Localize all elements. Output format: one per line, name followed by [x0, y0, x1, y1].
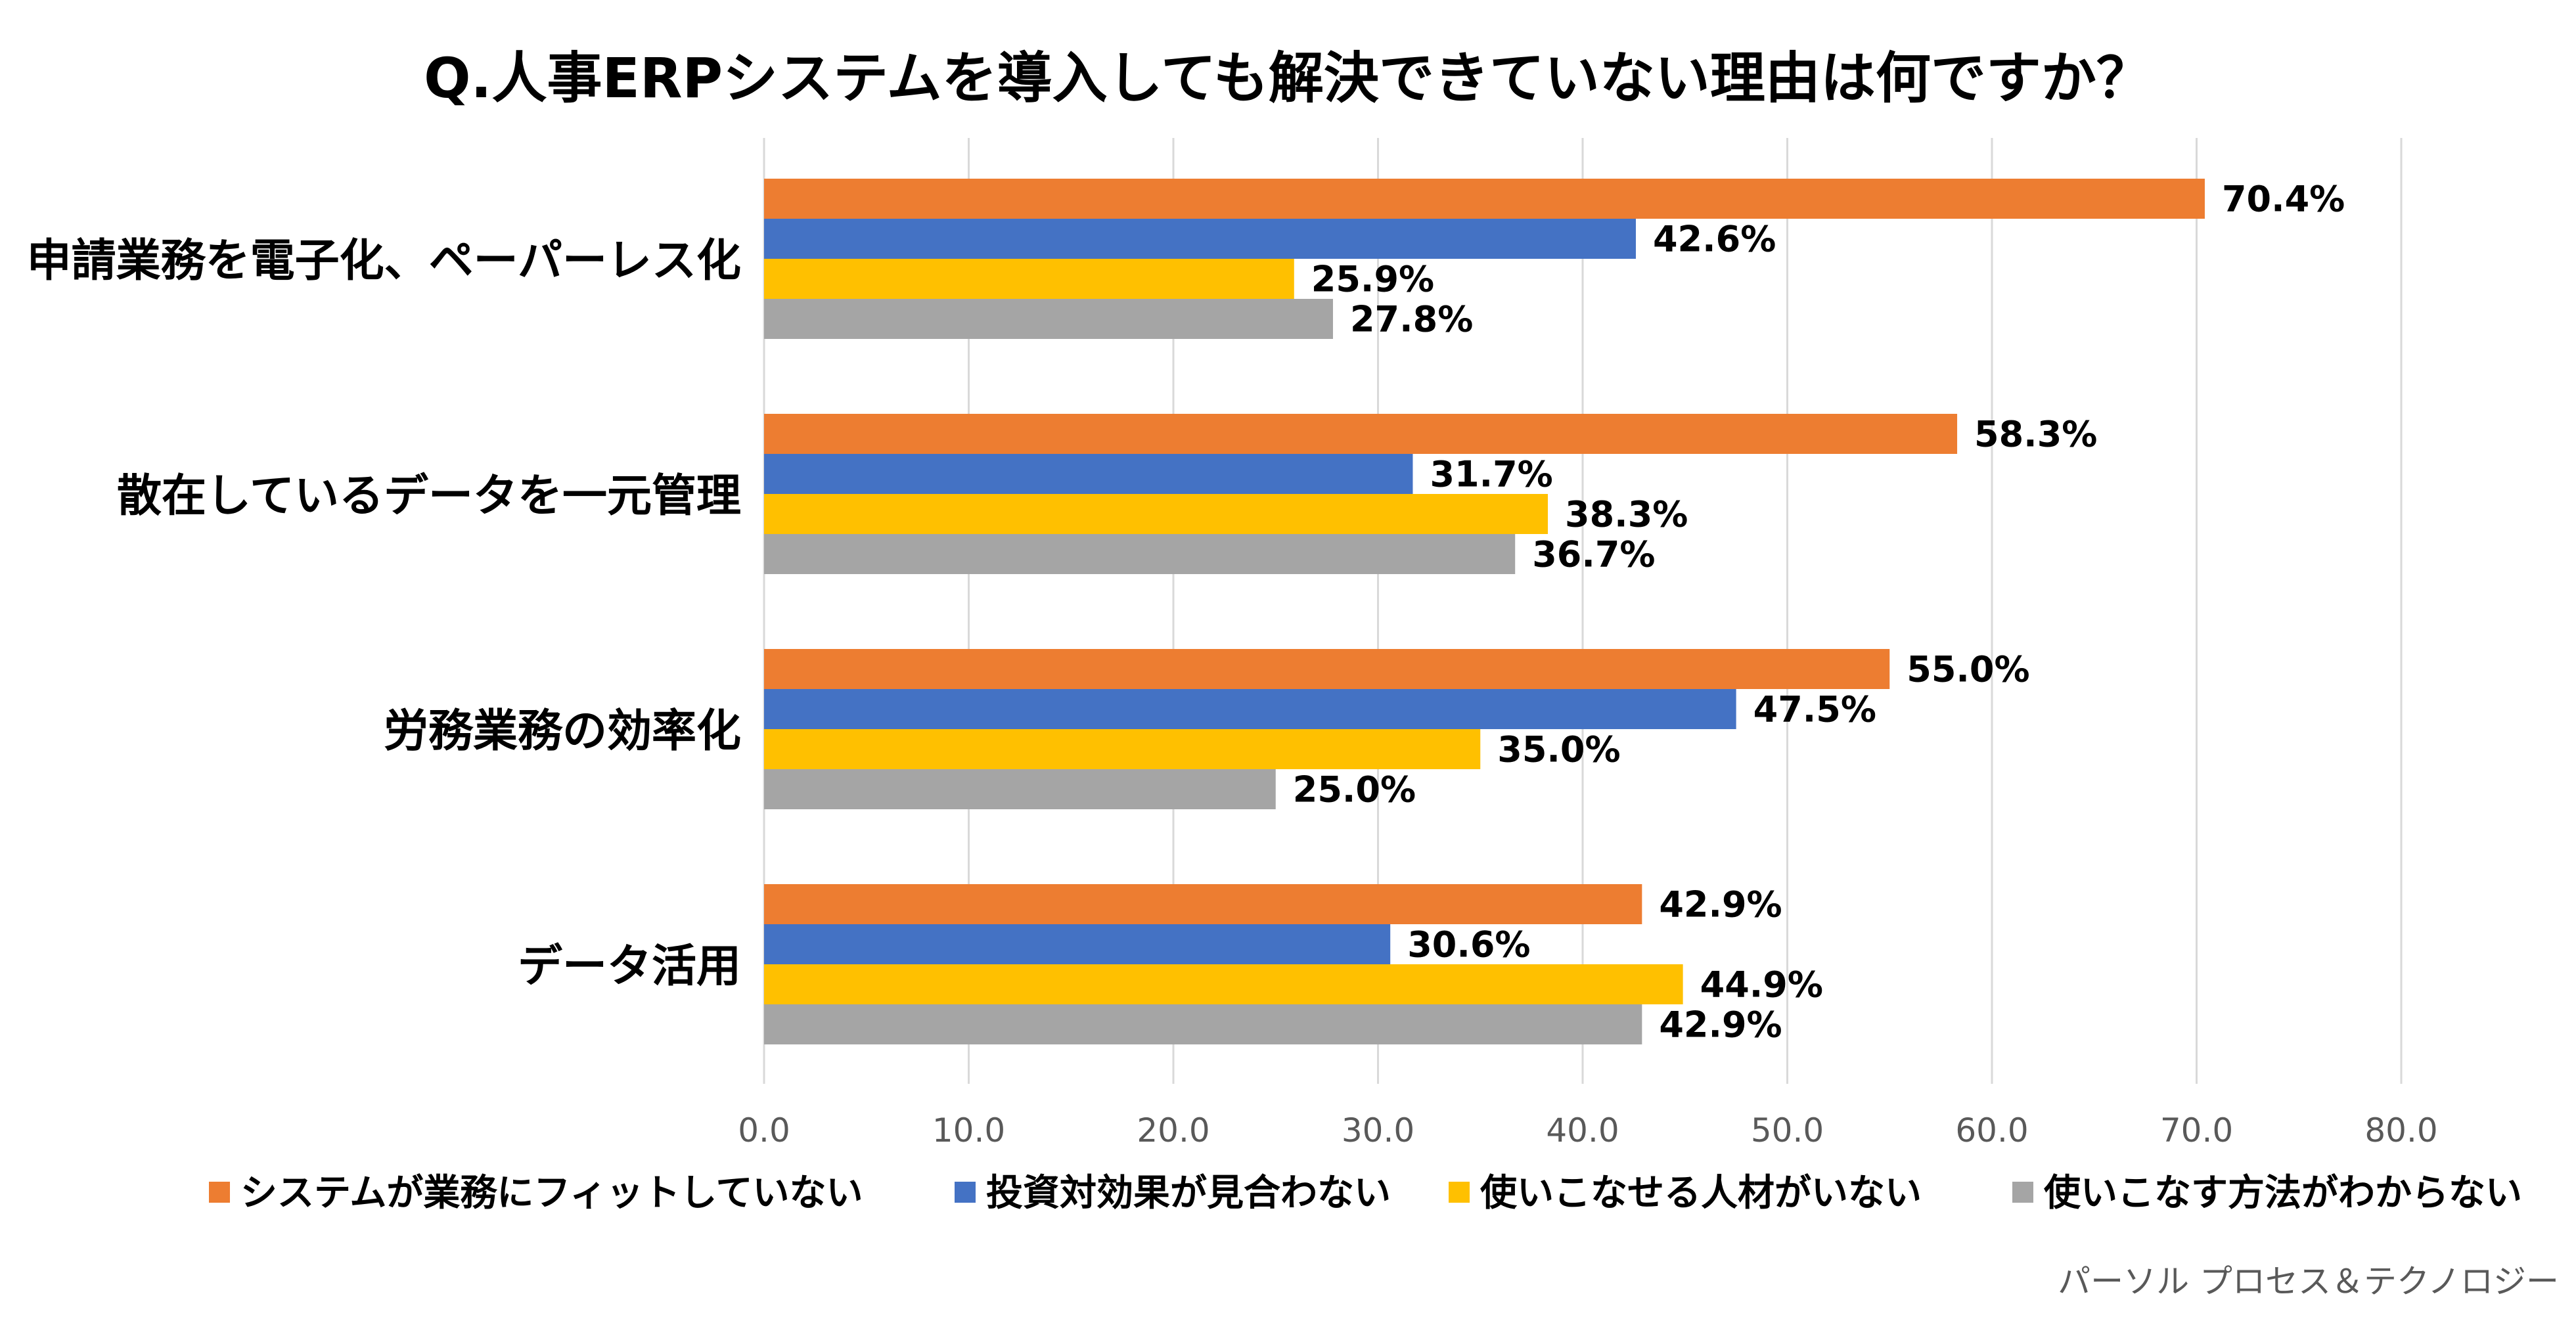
- data-label: 25.0%: [1293, 769, 1416, 811]
- x-tick-label: 80.0: [2364, 1111, 2437, 1150]
- bar: [764, 769, 1276, 809]
- bar: [764, 259, 1294, 299]
- x-tick-label: 60.0: [1955, 1111, 2028, 1150]
- data-label: 58.3%: [1974, 414, 2097, 455]
- x-axis-ticks: 0.0 10.0 20.0 30.0 40.0 50.0 60.0 70.0 80.0: [738, 1111, 2437, 1150]
- x-tick-label: 50.0: [1751, 1111, 1824, 1150]
- bar: [764, 1004, 1642, 1044]
- bars: [764, 179, 2205, 1044]
- bar: [764, 729, 1481, 769]
- x-tick-label: 70.0: [2160, 1111, 2233, 1150]
- bar: [764, 924, 1391, 964]
- category-label: 労務業務の効率化: [384, 705, 741, 757]
- bar: [764, 964, 1683, 1004]
- category-label: 散在しているデータを一元管理: [117, 470, 741, 522]
- data-label: 55.0%: [1907, 649, 2029, 690]
- bar: [764, 179, 2205, 219]
- legend-swatch: [2012, 1182, 2033, 1203]
- bar: [764, 649, 1890, 689]
- data-label: 42.6%: [1653, 219, 1776, 260]
- data-label: 42.9%: [1659, 1004, 1782, 1046]
- data-label: 42.9%: [1659, 884, 1782, 926]
- legend-swatch: [955, 1182, 976, 1203]
- x-tick-label: 40.0: [1546, 1111, 1619, 1150]
- bar: [764, 219, 1636, 259]
- data-label: 44.9%: [1700, 964, 1823, 1006]
- source-credit: パーソル プロセス＆テクノロジー: [2058, 1262, 2559, 1301]
- bar: [764, 454, 1413, 494]
- bar: [764, 689, 1736, 729]
- bar: [764, 299, 1333, 339]
- data-label: 30.6%: [1407, 924, 1530, 966]
- x-tick-label: 10.0: [932, 1111, 1005, 1150]
- bar: [764, 534, 1516, 574]
- legend-label: 使いこなす方法がわからない: [2044, 1172, 2522, 1215]
- legend-swatch: [209, 1182, 230, 1203]
- category-labels: 申請業務を電子化、ペーパーレス化散在しているデータを一元管理労務業務の効率化デー…: [27, 235, 741, 993]
- data-label: 38.3%: [1565, 494, 1688, 535]
- category-label: データ活用: [518, 941, 741, 993]
- data-label: 25.9%: [1311, 259, 1434, 300]
- category-label: 申請業務を電子化、ペーパーレス化: [27, 235, 741, 287]
- bar: [764, 884, 1642, 924]
- bar: [764, 494, 1548, 534]
- legend-label: 使いこなせる人材がいない: [1480, 1172, 1922, 1215]
- legend-label: システムが業務にフィットしていない: [240, 1172, 863, 1215]
- chart-title: Q.人事ERPシステムを導入しても解決できていない理由は何ですか？: [424, 46, 2152, 110]
- data-label: 70.4%: [2222, 179, 2345, 220]
- data-label: 35.0%: [1497, 729, 1620, 770]
- data-labels: 70.4% 42.6% 25.9%27.8% 58.3% 31.7% 38.3%36.7%…: [1293, 179, 2345, 1046]
- x-tick-label: 30.0: [1342, 1111, 1414, 1150]
- data-label: 31.7%: [1430, 454, 1552, 495]
- data-label: 36.7%: [1532, 534, 1655, 575]
- data-label: 27.8%: [1350, 299, 1473, 340]
- x-tick-label: 0.0: [738, 1111, 790, 1150]
- bar: [764, 414, 1958, 454]
- data-label: 47.5%: [1753, 689, 1876, 730]
- legend-label: 投資対効果が見合わない: [986, 1172, 1391, 1215]
- legend-swatch: [1449, 1182, 1470, 1203]
- x-tick-label: 20.0: [1137, 1111, 1209, 1150]
- legend: システムが業務にフィットしていない 投資対効果が見合わない 使いこなせる人材がいない…: [209, 1172, 2522, 1215]
